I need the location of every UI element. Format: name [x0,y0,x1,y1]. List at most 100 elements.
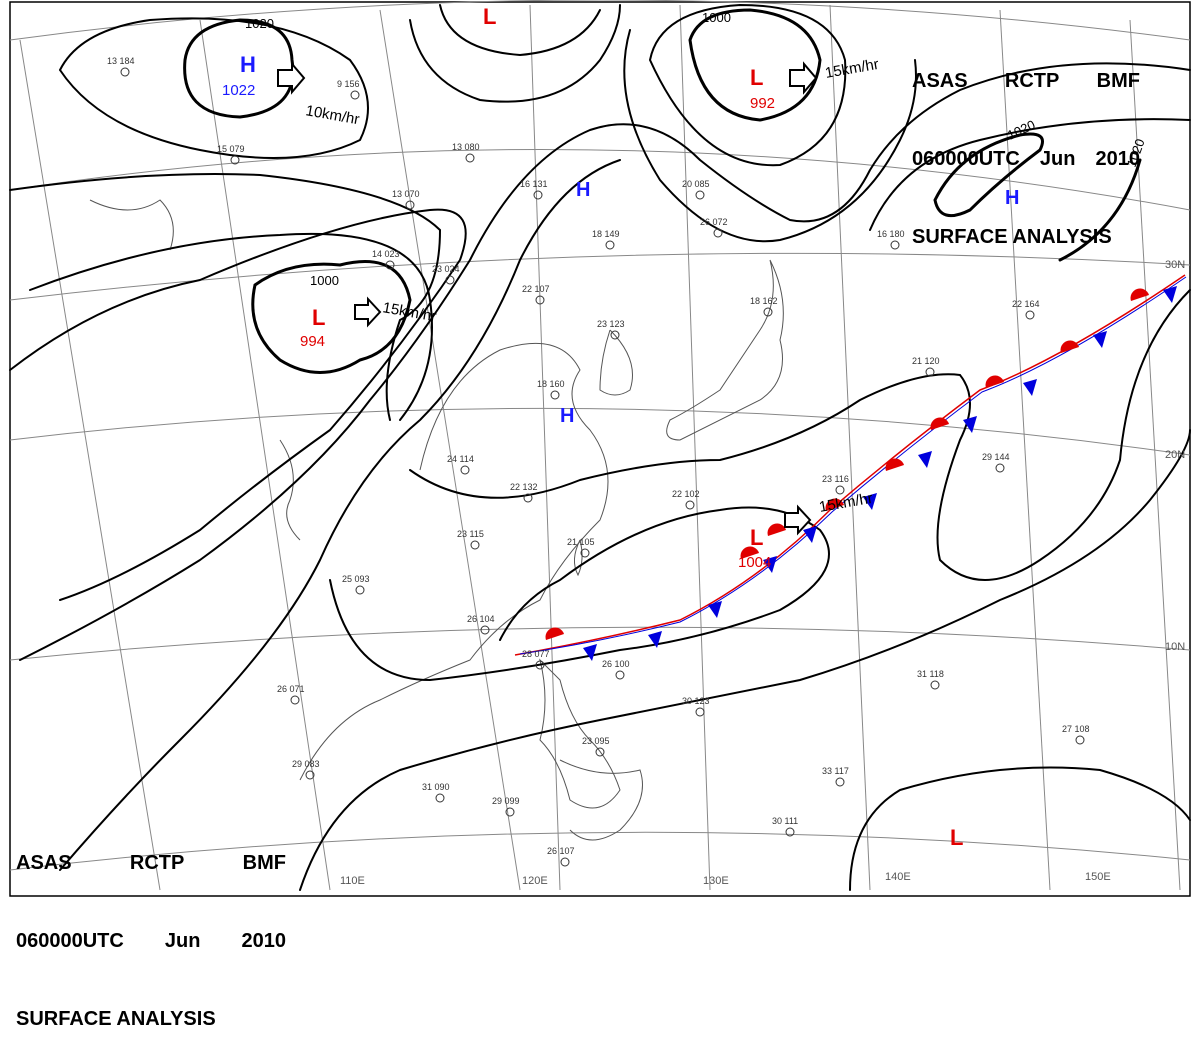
warm-front-semicircle-icon [930,417,949,430]
lat-label-10n: 10N [1165,641,1185,653]
lon-label-110e: 110E [340,875,365,887]
station-plot-label: 20 085 [682,179,710,189]
station-plot-label: 29 083 [292,759,320,769]
station-plot-label: 30 123 [682,696,710,706]
isobar-label: 1020 [245,16,274,31]
front-line-cold [519,276,1187,655]
warm-front-semicircle-icon [825,498,844,511]
motion-arrow-icon [277,61,306,95]
station-plot-label: 18 149 [592,229,620,239]
station-marker-icon [505,807,515,817]
low-center-letter: L [312,305,325,330]
lon-label-130e: 130E [703,875,729,887]
station-marker-icon [835,777,845,787]
warm-front-semicircle-icon [767,523,786,536]
title-product: SURFACE ANALYSIS [912,226,1112,248]
station-marker-icon [930,680,940,690]
station-marker-icon [445,275,455,285]
title-station: RCTP [129,852,185,874]
chart-title-top-right: ASAS RCTP BMF 060000UTC Jun 2010 SURFACE… [912,16,1140,276]
low-center-letter: L [750,65,763,90]
graticule-parallels [9,0,1191,871]
title-agency: ASAS [912,70,968,92]
motion-arrow-icon [784,504,812,536]
cold-front-triangle-icon [803,526,817,543]
station-marker-icon [580,548,590,558]
high-center-value: 1022 [222,82,255,99]
title-station: RCTP [1004,70,1060,92]
station-marker-icon [465,153,475,163]
station-marker-icon [290,695,300,705]
station-plot-label: 24 114 [447,454,474,464]
station-plot-label: 23 123 [597,319,625,329]
station-marker-icon [480,625,490,635]
weather-map: 13 184 15 079 9 156 13 080 16 131 18 149 22 10… [9,0,1191,897]
low-center-letter: L [750,525,763,550]
station-plot-label: 29 144 [982,452,1010,462]
title-year: 2010 [1095,148,1141,170]
station-plot-label: 30 111 [772,816,798,826]
station-marker-icon [685,500,695,510]
station-plot-label: 21 105 [567,537,595,547]
station-marker-icon [1025,310,1035,320]
motion-label: 15km/hr [818,490,874,516]
station-plot-label: 23 095 [582,736,610,746]
station-plot-label: 25 093 [342,574,370,584]
station-plot-label: 13 080 [452,142,480,152]
isobar-1020-ring-east [933,132,1044,218]
cold-front-triangle-icon [1093,331,1107,348]
cold-front-triangle-icon [1023,379,1037,396]
station-plot-label: 9 156 [337,79,360,89]
station-marker-icon [230,155,240,165]
station-marker-icon [535,295,545,305]
station-plot-label: 26 071 [277,684,305,694]
low-center-value: 1004 [738,554,771,571]
warm-front-semicircle-icon [985,375,1004,388]
station-marker-icon [1075,735,1085,745]
station-plots: 13 184 15 079 9 156 13 080 16 131 18 149 22 10… [107,56,1090,867]
front-symbols [545,286,1177,661]
cold-front-triangle-icon [963,416,977,433]
station-plot-label: 23 116 [822,474,849,484]
station-marker-icon [523,493,533,503]
motion-arrows [277,61,818,536]
title-agency: ASAS [16,852,72,874]
low-center-letter: L [950,825,963,850]
title-month: Jun [1039,148,1076,170]
title-time: 060000UTC [912,148,1020,170]
low-center-value: 994 [300,333,325,350]
station-marker-icon [605,240,615,250]
title-product: SURFACE ANALYSIS [16,1008,216,1030]
lat-label-20n: 20N [1165,449,1185,461]
station-marker-icon [995,463,1005,473]
station-marker-icon [435,793,445,803]
station-plot-label: 28 077 [522,649,550,659]
high-center-letter: H [560,405,574,427]
lat-label-30n: 30N [1165,259,1185,271]
motion-arrow-icon [789,61,818,95]
cold-front-triangle-icon [583,644,597,661]
low-center-letter: L [483,4,496,29]
station-marker-icon [560,857,570,867]
isobar-1000-ring-north [688,8,822,122]
station-marker-icon [385,260,395,270]
station-plot-label: 13 070 [392,189,420,199]
cold-front-triangle-icon [863,493,877,510]
map-frame [9,1,1191,897]
warm-front-semicircle-icon [545,627,564,640]
station-marker-icon [695,190,705,200]
station-marker-icon [890,240,900,250]
station-plot-label: 18 162 [750,296,778,306]
title-code: BMF [1096,70,1140,92]
station-plot-label: 26 072 [700,217,728,227]
lon-label-140e: 140E [885,871,911,883]
station-plot-label: 22 132 [510,482,538,492]
warm-front-semicircle-icon [1130,288,1149,301]
station-marker-icon [470,540,480,550]
station-plot-label: 18 160 [537,379,565,389]
motion-label: 10km/hr [304,102,360,128]
station-marker-icon [713,228,723,238]
station-marker-icon [355,585,365,595]
station-marker-icon [695,707,705,717]
station-plot-label: 26 107 [547,846,575,856]
